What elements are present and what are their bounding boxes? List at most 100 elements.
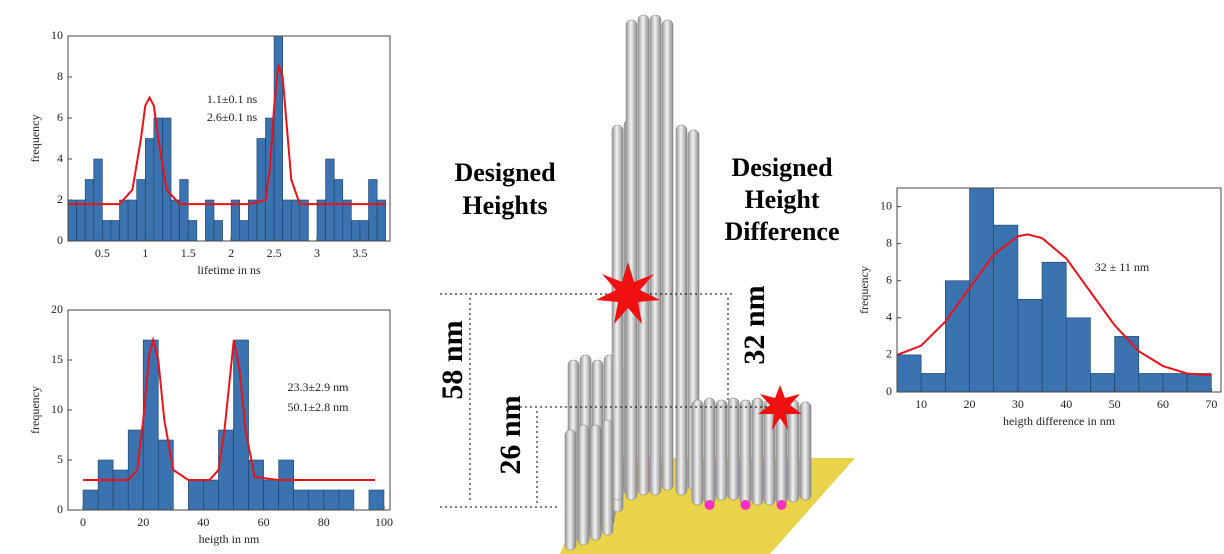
nanopillar (637, 14, 650, 496)
nanopillar (739, 399, 752, 506)
y-tick-label: 8 (57, 69, 63, 83)
x-tick-label: 50 (1109, 397, 1121, 411)
y-tick-label: 20 (51, 302, 63, 316)
y-tick-label: 5 (57, 452, 63, 466)
bar (233, 339, 249, 510)
bar (325, 158, 335, 241)
bar (93, 158, 103, 241)
x-tick-label: 1.5 (181, 246, 196, 260)
bar (170, 199, 180, 241)
nanopillar (763, 399, 776, 506)
x-axis-label: heigth in nm (199, 532, 260, 546)
x-tick-label: 60 (1157, 397, 1169, 411)
bar (1162, 373, 1188, 392)
nanopillar (715, 399, 728, 501)
bar (82, 489, 99, 510)
y-tick-label: 2 (886, 347, 892, 361)
bar (338, 489, 355, 510)
bar (316, 199, 326, 241)
bar (203, 479, 219, 510)
y-tick-label: 6 (57, 110, 63, 124)
y-tick-label: 4 (886, 310, 892, 324)
annotation: 32 ± 11 nm (1095, 260, 1150, 274)
bar (157, 439, 174, 510)
nanopillar (799, 401, 812, 501)
bar (278, 459, 295, 510)
nanopillar (727, 397, 740, 501)
dimension: 58 nm (436, 320, 469, 399)
label-line: Designed (454, 158, 556, 187)
y-tick-label: 0 (57, 233, 63, 247)
x-tick-label: 20 (964, 397, 976, 411)
bar (368, 179, 378, 241)
x-tick-label: 20 (137, 515, 149, 529)
fit-curve (83, 336, 375, 481)
nanopillar (661, 19, 674, 491)
x-tick-label: 2 (228, 246, 234, 260)
bar (1138, 373, 1164, 392)
bar (1186, 373, 1212, 392)
dye (704, 500, 715, 510)
pillar-group (564, 14, 812, 551)
bar (76, 199, 86, 241)
y-axis-label: frequency (857, 266, 871, 314)
plot-frame (67, 35, 391, 242)
bar (119, 199, 129, 241)
bar (1065, 317, 1091, 392)
star (758, 385, 802, 430)
bar (102, 220, 112, 241)
label-line: Heights (462, 191, 547, 220)
label-line: Height (744, 185, 819, 214)
plot-area (68, 36, 387, 241)
x-tick-label: 2.5 (267, 246, 282, 260)
nanopillar (675, 124, 688, 496)
x-tick-label: 3 (314, 246, 320, 260)
nanopillar (649, 14, 662, 496)
annotation: 23.3±2.9 nm (288, 380, 350, 394)
bar (188, 479, 204, 510)
bar (218, 429, 234, 510)
bar (239, 220, 249, 241)
bar (1041, 261, 1067, 392)
bar (144, 138, 155, 241)
bar (142, 339, 159, 510)
y-tick-label: 8 (886, 235, 892, 249)
guides (440, 293, 790, 508)
nanopillar (564, 429, 577, 551)
nanopillar (691, 399, 704, 506)
star (596, 262, 660, 324)
y-tick-label: 10 (51, 402, 63, 416)
bar (293, 489, 310, 510)
nanopillar (589, 424, 602, 541)
y-tick-label: 6 (886, 272, 892, 286)
bar (333, 179, 344, 241)
y-tick-label: 10 (51, 28, 63, 42)
bar (84, 179, 95, 241)
bar (897, 354, 922, 392)
bar (920, 373, 946, 392)
bar (376, 199, 387, 241)
x-tick-label: 40 (197, 515, 209, 529)
x-axis-label: lifetime in ns (197, 263, 261, 277)
bar (1114, 336, 1140, 392)
x-tick-label: 70 (1205, 397, 1217, 411)
bar (993, 224, 1019, 392)
label-line: Designed (731, 153, 833, 182)
y-tick-label: 2 (57, 192, 63, 206)
dimension: 26 nm (494, 395, 527, 474)
x-tick-label: 1 (142, 246, 148, 260)
bar (969, 188, 995, 392)
bar (263, 479, 279, 510)
fit-curve (68, 64, 386, 206)
y-tick-label: 15 (51, 352, 63, 366)
annotation: 1.1±0.1 ns (207, 92, 258, 106)
bar (359, 220, 369, 241)
bar (68, 199, 77, 241)
x-tick-label: 30 (1012, 397, 1024, 411)
x-tick-label: 0.5 (95, 246, 110, 260)
y-tick-label: 0 (886, 384, 892, 398)
bar (368, 489, 385, 510)
x-tick-label: 0 (80, 515, 86, 529)
bar (179, 179, 189, 241)
